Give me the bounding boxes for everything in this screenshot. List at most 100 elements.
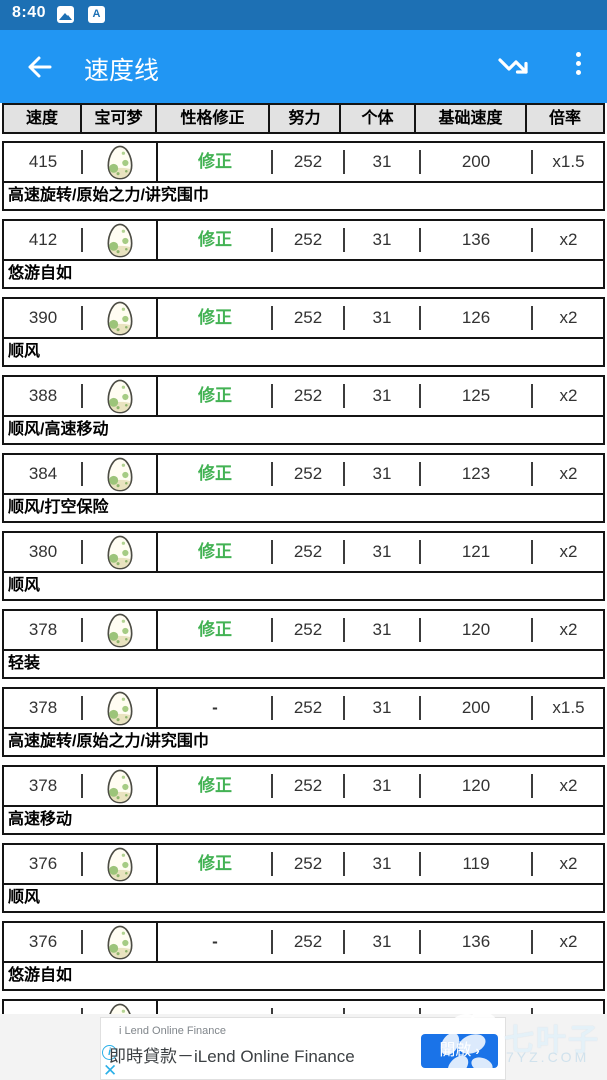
- ability-label: 顺风: [4, 571, 603, 599]
- ad-banner-area: i ✕ i Lend Online Finance 即時貸款－iLend Onl…: [0, 1014, 607, 1080]
- adchoices-info-icon[interactable]: i: [102, 1045, 117, 1060]
- effort-value: 252: [293, 854, 323, 873]
- base-speed-value: 121: [461, 542, 491, 561]
- column-border: [156, 221, 158, 259]
- column-border: [156, 923, 158, 961]
- speed-row[interactable]: 412 修正 252 31 136 x2: [2, 219, 605, 289]
- back-button[interactable]: [22, 50, 56, 84]
- base-speed-value: 136: [461, 932, 491, 951]
- ability-label: 高速旋转/原始之力/讲究围巾: [4, 727, 603, 755]
- app-bar: 速度线: [0, 30, 607, 103]
- ad-open-button[interactable]: 開啟 ›: [421, 1034, 498, 1068]
- overflow-menu-button[interactable]: [563, 48, 593, 86]
- header-pokemon: 宝可梦: [80, 103, 157, 134]
- row-values: 384 修正 252 31 123 x2: [4, 455, 603, 493]
- speed-value: 412: [28, 230, 58, 249]
- header-base-speed: 基础速度: [414, 103, 527, 134]
- cell-divider: [81, 306, 83, 330]
- speed-row[interactable]: 390 修正 252 31 126 x2: [2, 297, 605, 367]
- nature-mod-value: 修正: [198, 542, 232, 561]
- cell-divider: [343, 774, 345, 798]
- cell-divider: [343, 462, 345, 486]
- cell-divider: [531, 228, 533, 252]
- iv-value: 31: [372, 464, 392, 483]
- cell-divider: [343, 384, 345, 408]
- chevron-right-icon: ›: [475, 1043, 480, 1058]
- speed-row[interactable]: 378 修正 252 31 120 x2: [2, 765, 605, 835]
- effort-value: 252: [293, 464, 323, 483]
- column-border: [156, 533, 158, 571]
- cell-divider: [271, 540, 273, 564]
- multiplier-value: x2: [559, 932, 578, 951]
- speed-row[interactable]: 384 修正 252 31 123 x2: [2, 453, 605, 523]
- cell-divider: [271, 150, 273, 174]
- iv-value: 31: [372, 386, 392, 405]
- speed-row[interactable]: 388 修正 252 31 125 x2: [2, 375, 605, 445]
- column-border: [156, 143, 158, 181]
- ad-banner[interactable]: i ✕ i Lend Online Finance 即時貸款－iLend Onl…: [100, 1017, 506, 1080]
- egg-icon: [82, 299, 158, 337]
- effort-value: 252: [293, 776, 323, 795]
- nature-mod-value: 修正: [198, 308, 232, 327]
- cell-divider: [271, 462, 273, 486]
- cell-divider: [531, 930, 533, 954]
- base-speed-value: 120: [461, 620, 491, 639]
- nature-mod-value: -: [212, 932, 218, 951]
- cell-divider: [419, 228, 421, 252]
- cell-divider: [531, 774, 533, 798]
- effort-value: 252: [293, 230, 323, 249]
- nature-mod-value: 修正: [198, 464, 232, 483]
- cell-divider: [419, 618, 421, 642]
- speed-row[interactable]: 378 修正 252 31 120 x2: [2, 609, 605, 679]
- iv-value: 31: [372, 230, 392, 249]
- speed-row[interactable]: 376 - 252 31 136 x2: [2, 921, 605, 991]
- cell-divider: [81, 852, 83, 876]
- multiplier-value: x2: [559, 230, 578, 249]
- speed-row[interactable]: 380 修正 252 31 121 x2: [2, 531, 605, 601]
- column-border: [156, 689, 158, 727]
- egg-icon: [82, 143, 158, 181]
- page-title: 速度线: [84, 57, 160, 85]
- nature-mod-value: 修正: [198, 152, 232, 171]
- cell-divider: [81, 618, 83, 642]
- base-speed-value: 136: [461, 230, 491, 249]
- ad-headline: 即時貸款－iLend Online Finance: [109, 1047, 355, 1066]
- cell-divider: [419, 852, 421, 876]
- nature-mod-value: 修正: [198, 854, 232, 873]
- speed-value: 378: [28, 776, 58, 795]
- cell-divider: [81, 696, 83, 720]
- effort-value: 252: [293, 932, 323, 951]
- cell-divider: [343, 540, 345, 564]
- speed-row[interactable]: 378 - 252 31 200 x1.5: [2, 687, 605, 757]
- speed-row[interactable]: 415 修正 252 31 200 x1.5: [2, 141, 605, 211]
- ability-label: 顺风: [4, 883, 603, 911]
- egg-icon: [82, 221, 158, 259]
- nature-mod-value: 修正: [198, 776, 232, 795]
- base-speed-value: 120: [461, 776, 491, 795]
- image-notification-icon: [57, 6, 74, 23]
- ad-advertiser-name: i Lend Online Finance: [119, 1025, 227, 1037]
- base-speed-value: 126: [461, 308, 491, 327]
- nature-mod-value: 修正: [198, 386, 232, 405]
- cell-divider: [343, 618, 345, 642]
- multiplier-value: x2: [559, 386, 578, 405]
- iv-value: 31: [372, 698, 392, 717]
- iv-value: 31: [372, 854, 392, 873]
- cell-divider: [531, 852, 533, 876]
- ad-close-icon[interactable]: ✕: [103, 1061, 118, 1080]
- multiplier-value: x2: [559, 776, 578, 795]
- speed-row[interactable]: 376 修正 252 31 119 x2: [2, 843, 605, 913]
- speed-trend-button[interactable]: [495, 50, 533, 84]
- header-iv: 个体: [339, 103, 416, 134]
- trend-line-icon: [498, 58, 528, 74]
- column-border: [156, 767, 158, 805]
- clock: 8:40: [12, 4, 47, 21]
- cell-divider: [419, 774, 421, 798]
- nature-mod-value: -: [212, 698, 218, 717]
- multiplier-value: x2: [559, 854, 578, 873]
- cell-divider: [343, 306, 345, 330]
- effort-value: 252: [293, 308, 323, 327]
- cell-divider: [419, 930, 421, 954]
- row-values: 378 修正 252 31 120 x2: [4, 611, 603, 649]
